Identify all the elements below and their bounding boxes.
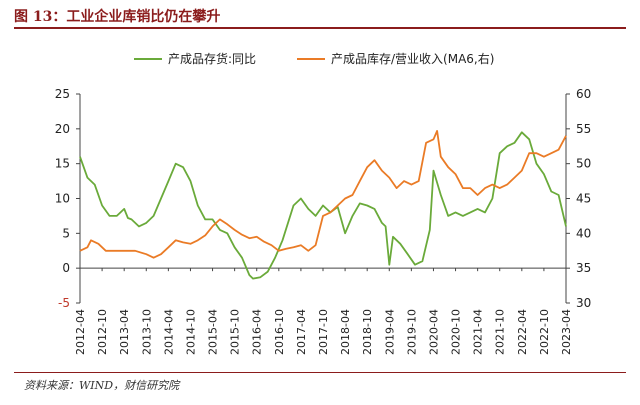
source-rule <box>14 372 626 373</box>
x-tick-label: 2019-04 <box>383 309 396 355</box>
left-tick-label: 10 <box>55 192 70 206</box>
legend-label: 产成品存货:同比 <box>168 51 256 66</box>
x-tick-label: 2014-04 <box>162 309 175 355</box>
title-rule <box>14 27 626 29</box>
x-tick-label: 2017-04 <box>295 309 308 355</box>
x-tick-label: 2020-10 <box>450 309 463 355</box>
x-tick-label: 2015-10 <box>229 309 242 355</box>
x-tick-label: 2012-04 <box>74 309 87 355</box>
axes: -5 0 5 10 15 20 25 30 35 40 45 50 55 60 2012-04 2012-10… <box>55 87 592 355</box>
left-tick-label: -5 <box>58 296 70 310</box>
x-tick-label: 2012-10 <box>96 309 109 355</box>
left-tick-label: 20 <box>55 122 70 136</box>
left-tick-label: 15 <box>55 157 70 171</box>
figure-title: 图 13：工业企业库销比仍在攀升 <box>14 9 221 25</box>
right-tick-label: 35 <box>576 261 591 275</box>
x-tick-label: 2019-10 <box>405 309 418 355</box>
x-tick-label: 2013-10 <box>140 309 153 355</box>
right-tick-label: 60 <box>576 87 591 101</box>
x-tick-label: 2021-04 <box>472 309 485 355</box>
x-tick-label: 2023-04 <box>560 309 573 355</box>
right-tick-label: 40 <box>576 226 591 240</box>
x-tick-label: 2022-10 <box>538 309 551 355</box>
x-tick-label: 2014-10 <box>184 309 197 355</box>
series-line-inventory-yoy <box>79 131 567 280</box>
legend-label: 产成品库存/营业收入(MA6,右) <box>331 51 494 66</box>
x-tick-label: 2015-04 <box>207 309 220 355</box>
legend: 产成品存货:同比 产成品库存/营业收入(MA6,右) <box>134 51 494 66</box>
x-tick-label: 2022-04 <box>516 309 529 355</box>
x-tick-label: 2016-10 <box>273 309 286 355</box>
series-lines <box>79 130 567 280</box>
x-tick-label: 2018-04 <box>339 309 352 355</box>
x-tick-label: 2018-10 <box>361 309 374 355</box>
right-tick-label: 55 <box>576 122 591 136</box>
series-line-inventory-sales-ratio <box>79 130 567 259</box>
x-tick-label: 2013-04 <box>118 309 131 355</box>
right-tick-label: 50 <box>576 157 591 171</box>
x-tick-label: 2020-04 <box>427 309 440 355</box>
source-note: 资料来源：WIND，财信研究院 <box>24 379 180 392</box>
left-tick-label: 25 <box>55 87 70 101</box>
left-tick-label: 5 <box>62 226 70 240</box>
x-tick-label: 2021-10 <box>494 309 507 355</box>
x-tick-label: 2017-10 <box>317 309 330 355</box>
right-tick-label: 45 <box>576 192 591 206</box>
left-tick-label: 0 <box>62 261 70 275</box>
right-tick-label: 30 <box>576 296 591 310</box>
x-tick-label: 2016-04 <box>251 309 264 355</box>
